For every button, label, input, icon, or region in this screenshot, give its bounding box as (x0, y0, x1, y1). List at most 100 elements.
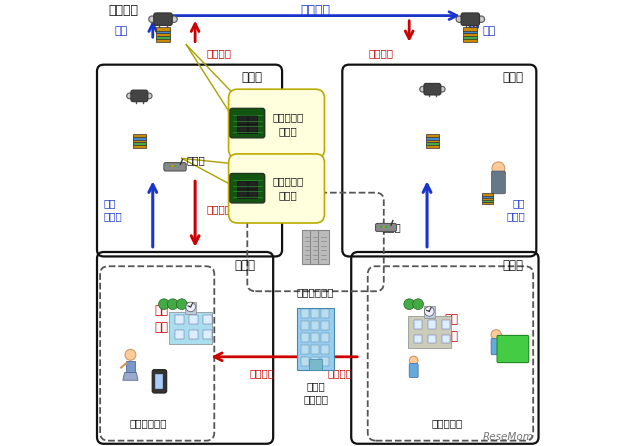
Circle shape (420, 87, 426, 92)
FancyBboxPatch shape (156, 38, 170, 42)
Text: 暗号通信: 暗号通信 (369, 49, 394, 58)
FancyBboxPatch shape (321, 310, 329, 318)
FancyBboxPatch shape (175, 330, 184, 339)
Circle shape (491, 330, 501, 340)
FancyBboxPatch shape (302, 230, 313, 264)
FancyBboxPatch shape (426, 136, 439, 140)
Circle shape (492, 162, 505, 175)
FancyBboxPatch shape (442, 334, 451, 343)
FancyBboxPatch shape (492, 171, 506, 194)
FancyBboxPatch shape (133, 134, 146, 137)
FancyBboxPatch shape (463, 30, 477, 33)
Circle shape (380, 226, 382, 228)
Circle shape (177, 299, 187, 310)
FancyBboxPatch shape (442, 320, 451, 329)
FancyBboxPatch shape (133, 139, 146, 142)
Circle shape (386, 226, 387, 228)
Circle shape (169, 165, 171, 167)
FancyBboxPatch shape (424, 306, 435, 318)
FancyBboxPatch shape (237, 116, 247, 124)
FancyBboxPatch shape (237, 181, 247, 189)
Text: 暗号通信: 暗号通信 (250, 368, 275, 378)
Text: 暗号通信: 暗号通信 (206, 49, 231, 58)
Text: 配送管理端末: 配送管理端末 (129, 418, 167, 428)
FancyBboxPatch shape (321, 321, 329, 330)
FancyBboxPatch shape (311, 345, 319, 354)
FancyBboxPatch shape (228, 89, 324, 158)
Circle shape (413, 299, 424, 310)
Text: 暗号通信: 暗号通信 (206, 205, 231, 215)
FancyBboxPatch shape (175, 315, 184, 324)
Text: 自動航行: 自動航行 (301, 4, 330, 17)
Text: 図書室端末: 図書室端末 (431, 418, 463, 428)
FancyBboxPatch shape (156, 374, 163, 388)
Text: データ
センター: データ センター (303, 381, 328, 405)
FancyBboxPatch shape (154, 13, 172, 25)
Circle shape (127, 93, 132, 99)
FancyBboxPatch shape (482, 199, 493, 202)
FancyBboxPatch shape (491, 339, 501, 355)
FancyBboxPatch shape (321, 333, 329, 342)
Bar (408, 316, 451, 348)
FancyBboxPatch shape (318, 230, 329, 264)
Text: 地上局: 地上局 (186, 156, 205, 165)
FancyBboxPatch shape (414, 334, 422, 343)
Text: 暗号化装置
を搭載: 暗号化装置 を搭載 (273, 112, 304, 136)
FancyBboxPatch shape (204, 315, 212, 324)
FancyBboxPatch shape (133, 136, 146, 140)
Text: 着陸: 着陸 (483, 26, 496, 36)
FancyBboxPatch shape (311, 357, 319, 366)
Text: 暗号化装置
を搭載: 暗号化装置 を搭載 (273, 177, 304, 200)
FancyBboxPatch shape (376, 223, 397, 231)
Circle shape (172, 165, 173, 167)
Text: 配送
受付: 配送 受付 (155, 304, 169, 334)
FancyBboxPatch shape (230, 173, 265, 203)
FancyBboxPatch shape (482, 195, 493, 198)
FancyBboxPatch shape (311, 310, 319, 318)
Circle shape (148, 16, 155, 22)
FancyBboxPatch shape (248, 181, 257, 189)
FancyBboxPatch shape (311, 321, 319, 330)
Circle shape (410, 356, 418, 365)
Circle shape (159, 299, 169, 310)
Circle shape (424, 306, 434, 316)
Circle shape (125, 349, 136, 360)
FancyBboxPatch shape (482, 197, 493, 200)
FancyBboxPatch shape (230, 108, 265, 138)
FancyBboxPatch shape (156, 36, 170, 39)
FancyBboxPatch shape (426, 139, 439, 142)
FancyBboxPatch shape (133, 145, 146, 148)
FancyBboxPatch shape (428, 320, 436, 329)
FancyBboxPatch shape (189, 330, 198, 339)
Circle shape (171, 16, 177, 22)
FancyBboxPatch shape (321, 357, 329, 366)
Bar (309, 359, 322, 370)
Text: 配送
依頼: 配送 依頼 (445, 313, 459, 343)
FancyBboxPatch shape (424, 83, 441, 95)
FancyBboxPatch shape (204, 330, 212, 339)
Circle shape (168, 299, 178, 310)
FancyBboxPatch shape (237, 190, 247, 198)
FancyBboxPatch shape (164, 163, 186, 171)
Circle shape (147, 93, 152, 99)
Text: 地上局: 地上局 (383, 223, 401, 232)
Text: 配送先: 配送先 (502, 71, 523, 84)
Circle shape (456, 16, 463, 22)
FancyBboxPatch shape (237, 124, 247, 132)
Text: 依頼先: 依頼先 (234, 259, 255, 272)
FancyBboxPatch shape (482, 202, 493, 204)
FancyBboxPatch shape (426, 145, 439, 148)
FancyBboxPatch shape (310, 230, 321, 264)
Text: ReseMom: ReseMom (483, 432, 534, 442)
Text: ドローン: ドローン (108, 4, 138, 17)
Circle shape (478, 16, 484, 22)
FancyBboxPatch shape (301, 333, 309, 342)
FancyBboxPatch shape (156, 30, 170, 33)
FancyBboxPatch shape (497, 335, 529, 363)
FancyBboxPatch shape (311, 333, 319, 342)
Text: データサーバ: データサーバ (297, 288, 334, 297)
Circle shape (439, 87, 445, 92)
Circle shape (186, 302, 195, 312)
FancyBboxPatch shape (482, 193, 493, 196)
FancyBboxPatch shape (189, 315, 198, 324)
